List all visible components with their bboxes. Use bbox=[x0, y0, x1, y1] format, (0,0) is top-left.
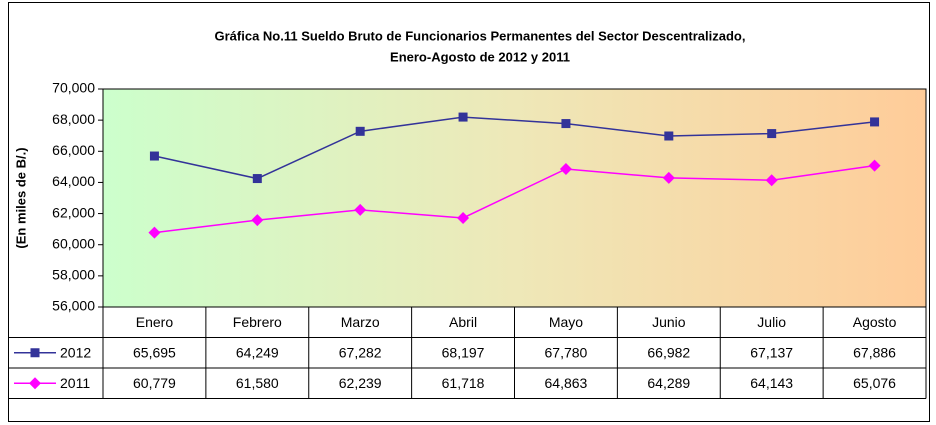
table-value: 64,863 bbox=[545, 375, 588, 391]
table-value: 65,695 bbox=[133, 344, 176, 360]
line bbox=[154, 164, 875, 234]
marker bbox=[664, 131, 674, 141]
y-tick-label: 60,000 bbox=[52, 235, 95, 251]
marker bbox=[149, 151, 159, 161]
y-tick-label: 64,000 bbox=[52, 173, 95, 189]
marker bbox=[29, 377, 41, 390]
x-tick-label: Julio bbox=[757, 314, 786, 330]
x-tick-label: Febrero bbox=[233, 314, 282, 330]
y-tick-label: 62,000 bbox=[52, 204, 95, 220]
x-tick-label: Agosto bbox=[853, 314, 897, 330]
marker bbox=[30, 348, 40, 358]
y-axis-label: (En miles de B/.) bbox=[13, 147, 28, 248]
line bbox=[154, 116, 875, 180]
table-value: 62,239 bbox=[339, 375, 382, 391]
table-value: 61,718 bbox=[442, 375, 485, 391]
legend-label: 2012 bbox=[60, 344, 91, 360]
marker bbox=[457, 211, 470, 224]
marker bbox=[870, 117, 880, 127]
plot-area bbox=[102, 88, 927, 308]
marker bbox=[559, 162, 572, 175]
y-tick-label: 68,000 bbox=[52, 111, 95, 127]
table-value: 64,143 bbox=[750, 375, 793, 391]
table-value: 67,282 bbox=[339, 344, 382, 360]
x-tick-label: Abril bbox=[449, 314, 477, 330]
marker bbox=[767, 129, 777, 139]
marker bbox=[662, 171, 675, 184]
x-tick-label: Enero bbox=[136, 314, 174, 330]
x-tick-label: Junio bbox=[652, 314, 686, 330]
table-value: 67,780 bbox=[545, 344, 588, 360]
y-tick-label: 70,000 bbox=[52, 80, 95, 96]
marker bbox=[354, 203, 367, 216]
table-value: 66,982 bbox=[647, 344, 690, 360]
marker bbox=[868, 159, 881, 172]
table-value: 68,197 bbox=[442, 344, 485, 360]
table-value: 67,886 bbox=[853, 344, 896, 360]
legend-label: 2011 bbox=[60, 375, 90, 391]
marker bbox=[355, 126, 365, 136]
table-value: 67,137 bbox=[750, 344, 793, 360]
marker bbox=[765, 174, 778, 187]
marker bbox=[458, 112, 468, 122]
y-tick-label: 58,000 bbox=[52, 267, 95, 283]
marker bbox=[252, 174, 262, 184]
table-value: 60,779 bbox=[133, 375, 176, 391]
table-value: 65,076 bbox=[853, 375, 896, 391]
table-value: 64,249 bbox=[236, 344, 279, 360]
x-tick-label: Marzo bbox=[341, 314, 380, 330]
y-tick-label: 66,000 bbox=[52, 142, 95, 158]
chart-title: Enero-Agosto de 2012 y 2011 bbox=[390, 49, 570, 64]
y-tick-label: 56,000 bbox=[52, 298, 95, 314]
table-value: 64,289 bbox=[647, 375, 690, 391]
marker bbox=[561, 119, 571, 129]
table-value: 61,580 bbox=[236, 375, 279, 391]
marker bbox=[148, 226, 161, 239]
marker bbox=[251, 214, 264, 227]
chart-title: Gráfica No.11 Sueldo Bruto de Funcionari… bbox=[215, 28, 746, 43]
x-tick-label: Mayo bbox=[549, 314, 583, 330]
